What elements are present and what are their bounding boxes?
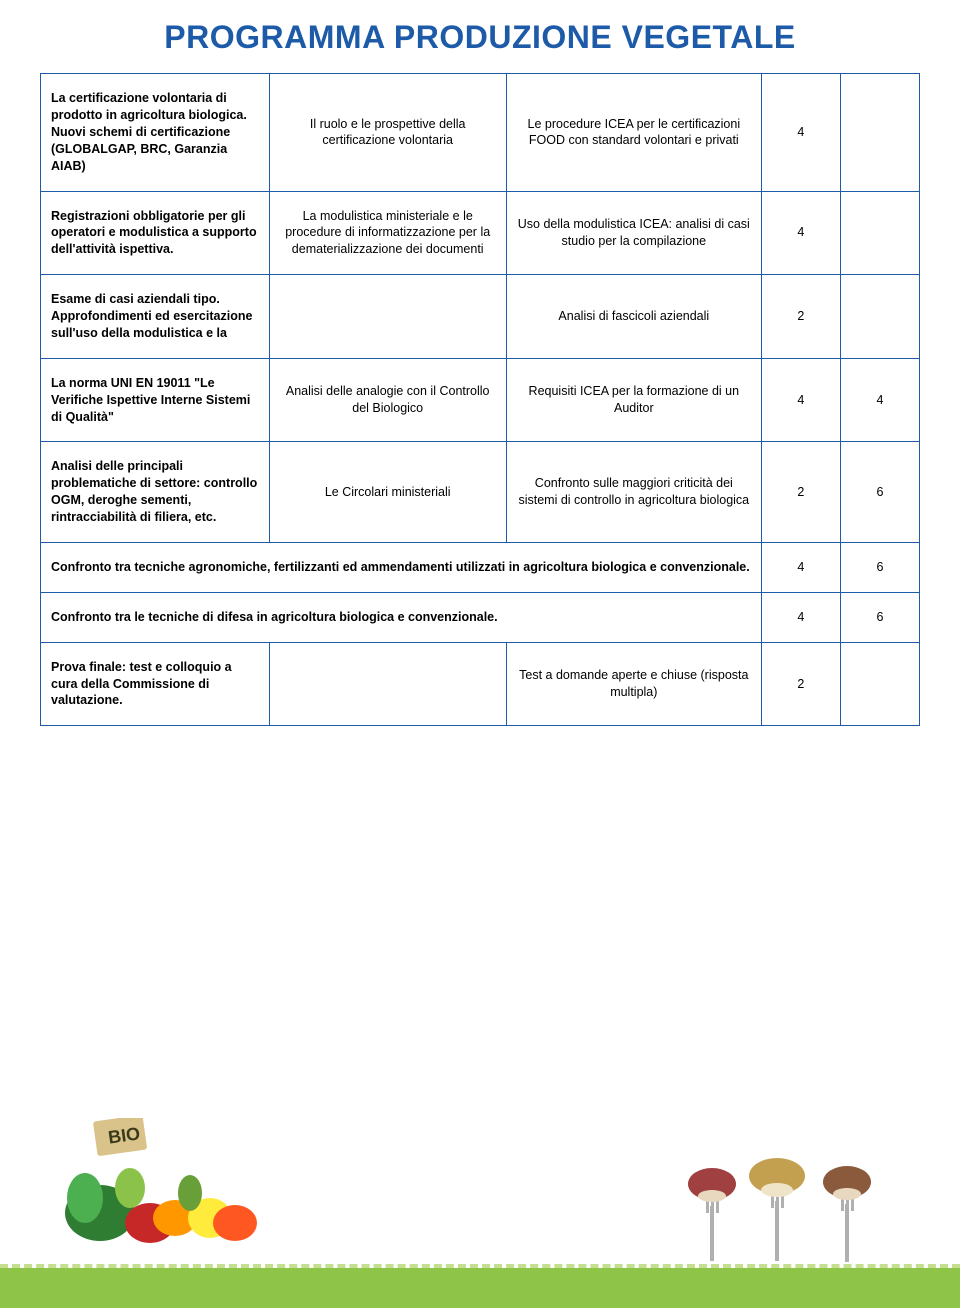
row-label: Esame di casi aziendali tipo. Approfondi… — [41, 275, 270, 359]
row-col3: Uso della modulistica ICEA: analisi di c… — [506, 191, 761, 275]
row-num2: 6 — [840, 592, 919, 642]
row-num2 — [840, 191, 919, 275]
row-label: Prova finale: test e colloquio a cura de… — [41, 642, 270, 726]
program-table: La certificazione volontaria di prodotto… — [40, 73, 920, 726]
row-num1: 2 — [761, 442, 840, 543]
row-num1: 2 — [761, 642, 840, 726]
row-num1: 4 — [761, 74, 840, 191]
row-col2: Il ruolo e le prospettive della certific… — [269, 74, 506, 191]
row-num2: 4 — [840, 358, 919, 442]
row-num2 — [840, 642, 919, 726]
table-row: Analisi delle principali problematiche d… — [41, 442, 920, 543]
row-col3: Le procedure ICEA per le certificazioni … — [506, 74, 761, 191]
table-row: La norma UNI EN 19011 "Le Verifiche Ispe… — [41, 358, 920, 442]
row-label: Analisi delle principali problematiche d… — [41, 442, 270, 543]
table-row: Confronto tra tecniche agronomiche, fert… — [41, 542, 920, 592]
row-label: Registrazioni obbligatorie per gli opera… — [41, 191, 270, 275]
row-num2 — [840, 74, 919, 191]
row-num1: 4 — [761, 191, 840, 275]
row-col2: Le Circolari ministeriali — [269, 442, 506, 543]
row-label: La certificazione volontaria di prodotto… — [41, 74, 270, 191]
row-col3: Requisiti ICEA per la formazione di un A… — [506, 358, 761, 442]
table-row: La certificazione volontaria di prodotto… — [41, 74, 920, 191]
row-col2 — [269, 275, 506, 359]
row-num1: 4 — [761, 592, 840, 642]
row-label-span: Confronto tra tecniche agronomiche, fert… — [41, 542, 762, 592]
row-col3: Confronto sulle maggiori criticità dei s… — [506, 442, 761, 543]
row-col3: Analisi di fascicoli aziendali — [506, 275, 761, 359]
page-title: PROGRAMMA PRODUZIONE VEGETALE — [40, 20, 920, 55]
row-num2: 6 — [840, 442, 919, 543]
row-label: La norma UNI EN 19011 "Le Verifiche Ispe… — [41, 358, 270, 442]
mushrooms-forks-icon — [680, 1146, 900, 1266]
row-col3: Test a domande aperte e chiuse (risposta… — [506, 642, 761, 726]
table-row: Confronto tra le tecniche di difesa in a… — [41, 592, 920, 642]
row-num1: 4 — [761, 542, 840, 592]
row-col2: La modulistica ministeriale e le procedu… — [269, 191, 506, 275]
footer-green-band — [0, 1268, 960, 1308]
row-col2 — [269, 642, 506, 726]
row-label-span: Confronto tra le tecniche di difesa in a… — [41, 592, 762, 642]
table-row: Registrazioni obbligatorie per gli opera… — [41, 191, 920, 275]
table-row: Prova finale: test e colloquio a cura de… — [41, 642, 920, 726]
row-num2: 6 — [840, 542, 919, 592]
bio-vegetables-icon: BIO — [60, 1118, 270, 1258]
row-col2: Analisi delle analogie con il Controllo … — [269, 358, 506, 442]
row-num1: 2 — [761, 275, 840, 359]
row-num2 — [840, 275, 919, 359]
table-row: Esame di casi aziendali tipo. Approfondi… — [41, 275, 920, 359]
row-num1: 4 — [761, 358, 840, 442]
